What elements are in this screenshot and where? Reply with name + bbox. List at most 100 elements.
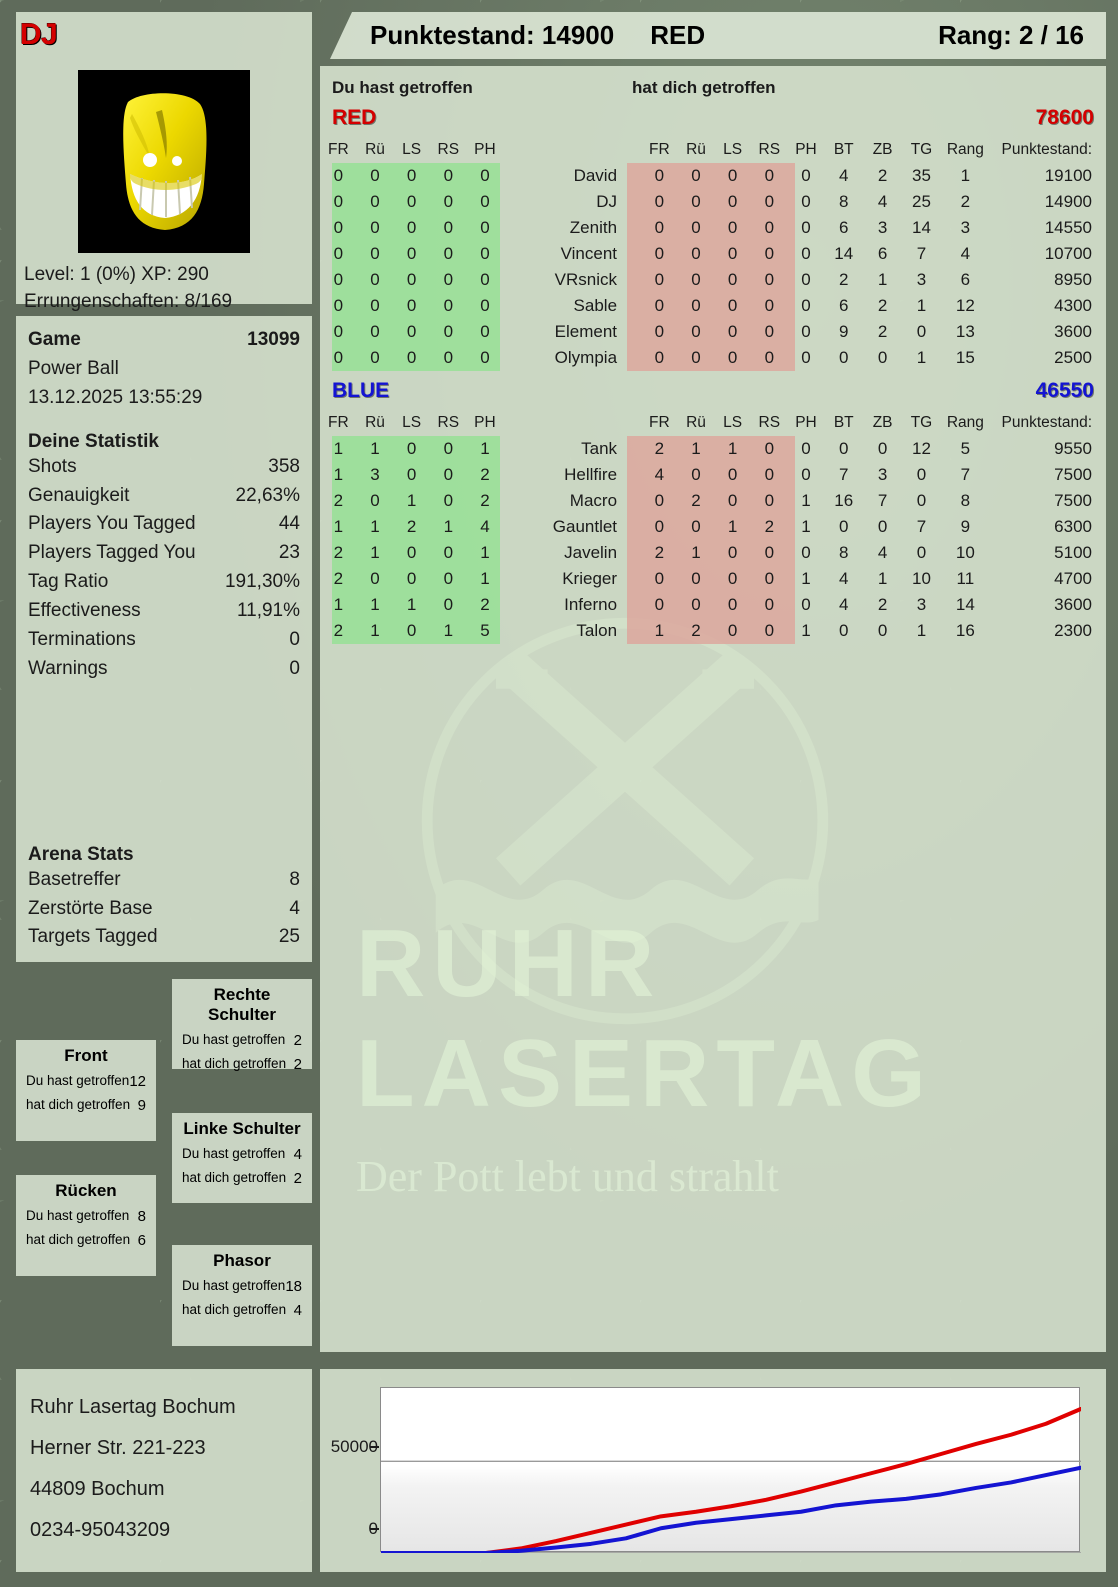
table-row[interactable]: 0 0 0 0 0 Olympia 0 0 0 0 0 0 0 1 15 2500: [320, 345, 1106, 371]
table-row[interactable]: 1 3 0 0 2 Hellfire 4 0 0 0 0 7 3 0 7 7500: [320, 462, 1106, 488]
cell-rang: 7: [960, 465, 971, 484]
table-row[interactable]: 0 0 0 0 0 Zenith 0 0 0 0 0 6 3 14 3 14550: [320, 215, 1106, 241]
personal-stat-label: Tag Ratio: [28, 571, 109, 593]
col-head-hit-you: hat dich getroffen: [632, 78, 776, 97]
cell-you-Rü: 0: [370, 244, 380, 263]
cell-them-RS: 0: [764, 621, 775, 640]
cell-zb: 4: [877, 543, 888, 562]
cell-them-Rü: 2: [691, 621, 701, 640]
table-row[interactable]: 1 1 1 0 2 Inferno 0 0 0 0 0 4 2 3 14 3600: [320, 592, 1106, 618]
cell-gap: [631, 488, 641, 514]
cell-zb: 6: [877, 244, 888, 263]
achievements-line: Errungenschaften: 8/169: [24, 290, 233, 312]
team-scoreboard-table: FR Rü LS RS PH FR Rü LS RS PH BT ZB TG Rang Punktestan…: [320, 410, 1106, 644]
cell-points: 4300: [1054, 296, 1092, 315]
col-head-player: [503, 137, 631, 163]
cell-you-FR: 2: [333, 621, 344, 640]
col-head-player: [503, 410, 631, 436]
hit-zone-title: Rücken: [55, 1181, 117, 1200]
level-line: Level: 1 (0%) XP: 290: [24, 264, 209, 285]
cell-bt: 0: [839, 517, 849, 536]
table-row[interactable]: 0 0 0 0 0 Vincent 0 0 0 0 0 14 6 7 4 10700: [320, 241, 1106, 267]
col-head-you-LS: LS: [402, 141, 422, 158]
cell-you-LS: 0: [406, 192, 417, 211]
cell-you-Rü: 0: [370, 218, 380, 237]
cell-tg: 7: [916, 244, 927, 263]
personal-stat-value: 44: [278, 513, 300, 535]
game-datetime: 13.12.2025 13:55:29: [28, 386, 203, 408]
table-row[interactable]: 0 0 0 0 0 DJ 0 0 0 0 0 8 4 25 2 14900: [320, 189, 1106, 215]
cell-them-RS: 0: [764, 543, 775, 562]
col-head-them-FR: FR: [649, 414, 670, 431]
personal-stat-value: 0: [289, 657, 300, 679]
cell-rang: 6: [960, 270, 971, 289]
table-row[interactable]: 0 0 0 0 0 VRsnick 0 0 0 0 0 2 1 3 6 8950: [320, 267, 1106, 293]
cell-them-PH: 1: [801, 621, 811, 640]
hit-zone-title: Front: [64, 1046, 108, 1065]
table-row[interactable]: 0 0 0 0 0 Sable 0 0 0 0 0 6 2 1 12 4300: [320, 293, 1106, 319]
cell-them-LS: 0: [727, 491, 738, 510]
cell-you-PH: 2: [480, 465, 490, 484]
cell-you-LS: 0: [406, 621, 417, 640]
stats-panel: Game 13099 Power Ball 13.12.2025 13:55:2…: [16, 316, 312, 962]
cell-gap: [631, 189, 641, 215]
hit-zone-got-hit-value: 6: [137, 1232, 146, 1249]
table-row[interactable]: 0 0 0 0 0 David 0 0 0 0 0 4 2 35 1 19100: [320, 163, 1106, 189]
cell-tg: 3: [916, 270, 927, 289]
cell-them-FR: 0: [654, 296, 665, 315]
cell-you-FR: 0: [333, 218, 344, 237]
cell-player-name: Tank: [581, 439, 618, 458]
cell-them-FR: 1: [654, 621, 665, 640]
hit-you-band: [627, 163, 795, 371]
table-row[interactable]: 1 1 2 1 4 Gauntlet 0 0 1 2 1 0 0 7 9 6300: [320, 514, 1106, 540]
cell-tg: 1: [916, 621, 927, 640]
table-row[interactable]: 1 1 0 0 1 Tank 2 1 1 0 0 0 0 12 5 9550: [320, 436, 1106, 462]
cell-rang: 15: [955, 348, 975, 367]
cell-tg: 7: [916, 517, 927, 536]
cell-you-FR: 2: [333, 543, 344, 562]
cell-you-PH: 0: [480, 218, 490, 237]
table-row[interactable]: 2 0 0 0 1 Krieger 0 0 0 0 1 4 1 10 11 4700: [320, 566, 1106, 592]
table-row[interactable]: 2 1 0 0 1 Javelin 2 1 0 0 0 8 4 0 10 5100: [320, 540, 1106, 566]
cell-you-Rü: 0: [370, 322, 380, 341]
cell-them-LS: 0: [727, 270, 738, 289]
hit-zone-right-shoulder: Rechte Schulter Du hast getroffen 2 hat dic…: [172, 979, 312, 1073]
cell-bt: 2: [839, 270, 849, 289]
cell-you-LS: 0: [406, 244, 417, 263]
cell-you-PH: 5: [480, 621, 490, 640]
table-row[interactable]: 0 0 0 0 0 Element 0 0 0 0 0 9 2 0 13 3600: [320, 319, 1106, 345]
cell-them-RS: 0: [764, 569, 775, 588]
cell-player-name: Gauntlet: [552, 517, 618, 536]
cell-you-Rü: 1: [370, 543, 380, 562]
table-row[interactable]: 2 0 1 0 2 Macro 0 2 0 0 1 16 7 0 8 7500: [320, 488, 1106, 514]
cell-you-LS: 0: [406, 296, 417, 315]
address-line: Herner Str. 221-223: [30, 1437, 206, 1459]
score-progression-chart-panel: 50000 0: [320, 1369, 1106, 1572]
cell-them-LS: 0: [727, 218, 738, 237]
cell-them-Rü: 1: [691, 543, 701, 562]
arena-stat-label: Targets Tagged: [28, 926, 158, 948]
cell-you-RS: 0: [443, 465, 454, 484]
chart-plot-area: [380, 1387, 1080, 1552]
table-row[interactable]: 2 1 0 1 5 Talon 1 2 0 0 1 0 0 1 16 2300: [320, 618, 1106, 644]
cell-bt: 7: [839, 465, 849, 484]
cell-rang: 4: [960, 244, 971, 263]
team-name: RED: [332, 106, 377, 129]
cell-you-Rü: 3: [370, 465, 380, 484]
hit-zone-hit-value: 12: [129, 1073, 146, 1090]
cell-you-Rü: 1: [370, 439, 380, 458]
cell-them-Rü: 0: [691, 166, 701, 185]
hit-you-band: [627, 436, 795, 644]
team-name: BLUE: [332, 379, 390, 402]
hit-zone-got-hit-value: 9: [137, 1097, 146, 1114]
cell-you-LS: 0: [406, 270, 417, 289]
cell-player-name: Zenith: [569, 218, 618, 237]
hit-zone-hit-value: 4: [293, 1146, 302, 1163]
cell-player-name: Hellfire: [564, 465, 618, 484]
personal-stat-label: Genauigkeit: [28, 484, 130, 506]
cell-gap: [631, 267, 641, 293]
personal-stat-row: Tag Ratio 191,30%: [28, 568, 300, 597]
cell-them-PH: 0: [801, 244, 811, 263]
cell-gap: [631, 514, 641, 540]
cell-you-LS: 0: [406, 322, 417, 341]
